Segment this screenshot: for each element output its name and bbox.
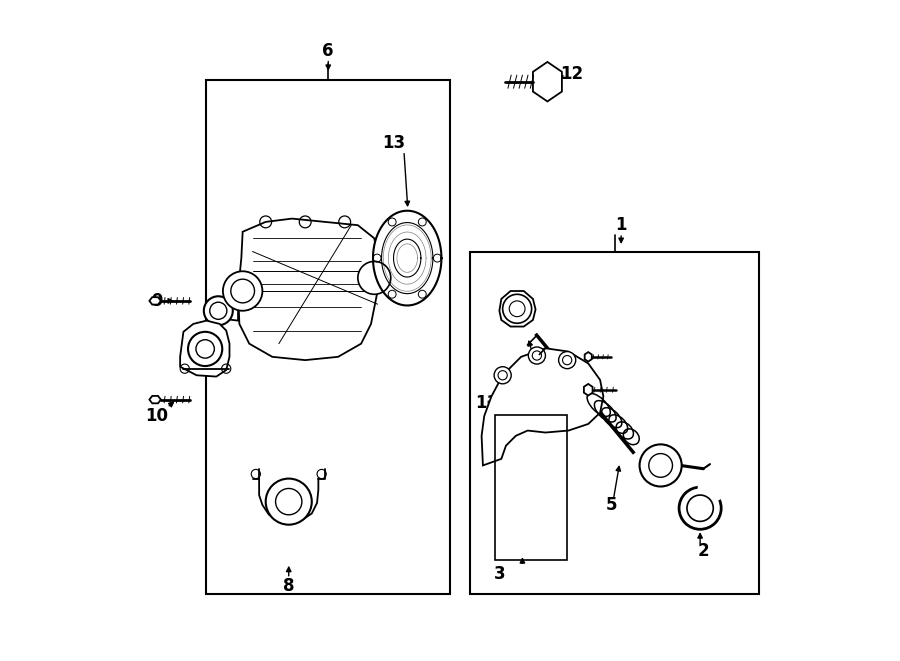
- Polygon shape: [584, 384, 592, 395]
- Text: 11: 11: [474, 394, 498, 412]
- Polygon shape: [482, 348, 603, 465]
- Polygon shape: [212, 301, 239, 321]
- Text: 3: 3: [493, 565, 505, 583]
- Polygon shape: [533, 62, 562, 101]
- Polygon shape: [500, 291, 536, 327]
- Text: 12: 12: [560, 65, 583, 83]
- Polygon shape: [149, 396, 161, 403]
- Circle shape: [358, 261, 391, 294]
- Text: 2: 2: [698, 542, 709, 560]
- Circle shape: [223, 271, 263, 311]
- Text: 9: 9: [151, 292, 163, 310]
- Circle shape: [266, 479, 311, 525]
- Circle shape: [494, 367, 511, 384]
- Text: 7: 7: [191, 328, 202, 346]
- Text: 8: 8: [283, 577, 294, 595]
- Circle shape: [528, 347, 545, 364]
- Polygon shape: [180, 321, 230, 377]
- Bar: [206, 81, 450, 594]
- Polygon shape: [149, 297, 161, 305]
- Text: 10: 10: [146, 407, 168, 425]
- Bar: [495, 414, 567, 560]
- Circle shape: [503, 294, 532, 323]
- Text: 1: 1: [616, 216, 627, 234]
- Polygon shape: [585, 352, 592, 362]
- Polygon shape: [373, 211, 441, 305]
- Text: 6: 6: [322, 42, 334, 59]
- Polygon shape: [238, 219, 378, 360]
- Text: 4: 4: [533, 377, 544, 395]
- Text: 13: 13: [382, 134, 406, 152]
- Circle shape: [188, 332, 222, 366]
- Bar: [470, 252, 760, 594]
- Circle shape: [640, 444, 681, 486]
- Circle shape: [203, 296, 233, 325]
- Circle shape: [680, 487, 721, 529]
- Polygon shape: [259, 479, 319, 523]
- Circle shape: [559, 352, 576, 369]
- Text: 5: 5: [606, 496, 617, 514]
